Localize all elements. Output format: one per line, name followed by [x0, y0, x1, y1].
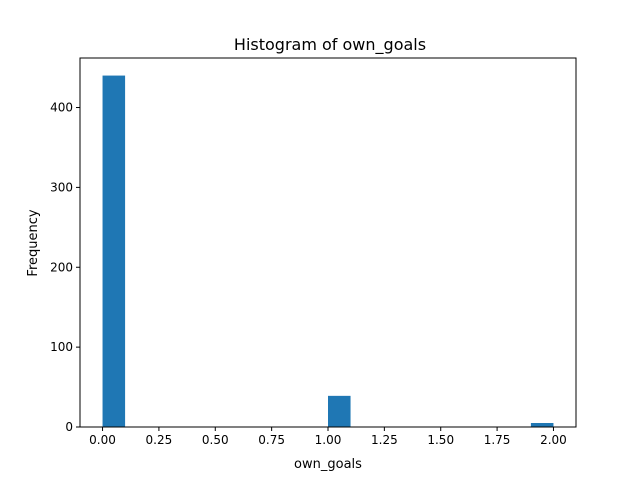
histogram-bar: [102, 75, 126, 428]
x-tick-label: 0.25: [146, 433, 173, 447]
x-axis-label: own_goals: [294, 457, 362, 472]
histogram-bar: [530, 423, 554, 427]
histogram-bar: [328, 395, 351, 427]
bars-group: [102, 75, 554, 428]
y-tick-label: 100: [50, 340, 73, 354]
x-tick-label: 0.00: [89, 433, 116, 447]
y-axis-ticks: 0 100 200 300 400: [50, 101, 80, 434]
x-tick-label: 1.50: [427, 433, 454, 447]
y-tick-label: 400: [50, 101, 73, 115]
y-tick-label: 300: [50, 180, 73, 194]
x-tick-label: 2.00: [540, 433, 567, 447]
x-tick-label: 1.00: [315, 433, 342, 447]
x-tick-label: 1.25: [371, 433, 398, 447]
x-tick-label: 0.50: [202, 433, 229, 447]
x-tick-label: 1.75: [484, 433, 511, 447]
x-axis-ticks: 0.00 0.25 0.50 0.75 1.00 1.25 1.50 1.75 2.00: [89, 427, 567, 447]
y-tick-label: 0: [65, 420, 73, 434]
chart-title: Histogram of own_goals: [234, 35, 426, 55]
x-tick-label: 0.75: [258, 433, 285, 447]
y-axis-label: Frequency: [26, 209, 41, 276]
y-tick-label: 200: [50, 260, 73, 274]
